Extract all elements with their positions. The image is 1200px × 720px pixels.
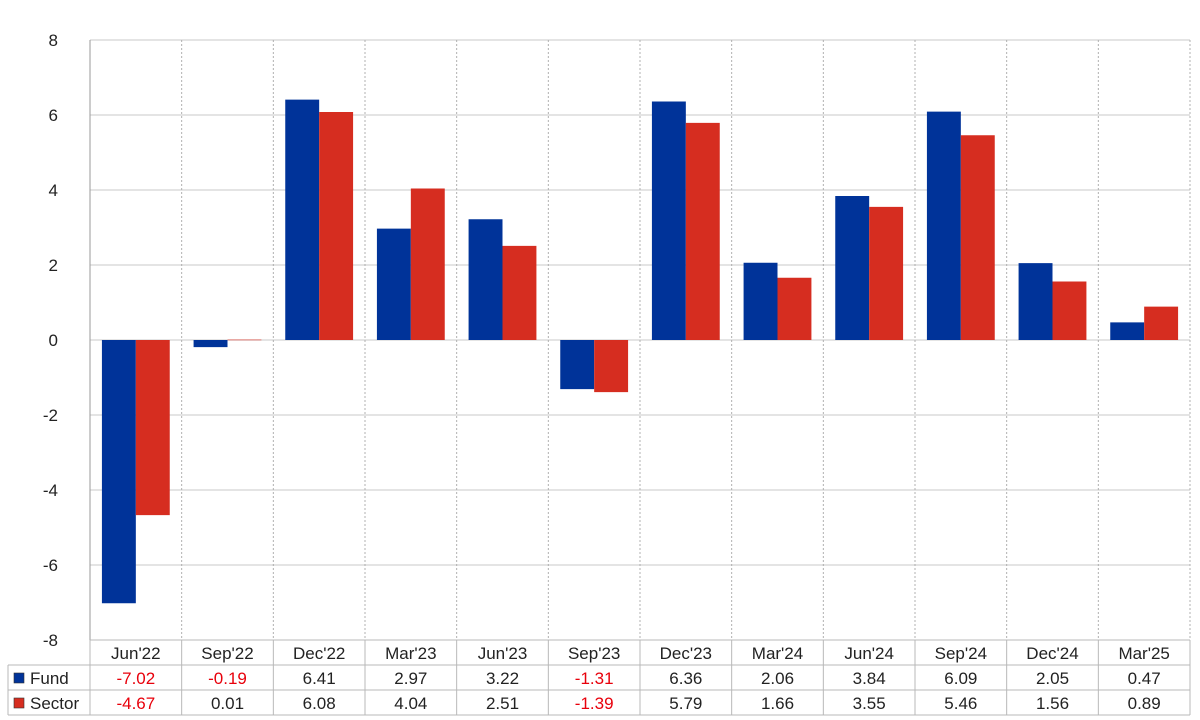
bar-sector xyxy=(960,135,995,340)
legend-label-fund: Fund xyxy=(30,669,69,688)
data-label: 3.84 xyxy=(853,669,886,688)
bar-sector xyxy=(502,245,537,340)
bar-fund xyxy=(1110,322,1145,340)
bar-sector xyxy=(685,122,720,340)
category-label: Mar'24 xyxy=(752,644,803,663)
category-label: Jun'23 xyxy=(478,644,528,663)
y-tick-label: 4 xyxy=(49,181,58,200)
bar-sector xyxy=(1144,306,1179,340)
bar-fund xyxy=(101,340,136,604)
data-label: 1.66 xyxy=(761,694,794,713)
data-label: 3.55 xyxy=(853,694,886,713)
data-label: 1.56 xyxy=(1036,694,1069,713)
bar-fund xyxy=(193,340,228,348)
data-label: 6.09 xyxy=(944,669,977,688)
legend-swatch-fund xyxy=(13,672,25,684)
bar-fund xyxy=(285,99,320,340)
data-label: 2.06 xyxy=(761,669,794,688)
data-table: Jun'22 Sep'22 Dec'22 Mar'23 Jun'23 Sep'23 Dec'… xyxy=(7,639,1191,716)
bar-sector xyxy=(1052,281,1087,340)
bar-fund xyxy=(560,340,595,390)
data-label: 5.79 xyxy=(669,694,702,713)
bar-sector xyxy=(777,277,812,340)
data-label: 6.08 xyxy=(303,694,336,713)
y-tick-label: -6 xyxy=(43,556,58,575)
bar-fund xyxy=(468,219,503,340)
data-label: 2.05 xyxy=(1036,669,1069,688)
gridlines xyxy=(89,39,1191,641)
data-label: 5.46 xyxy=(944,694,977,713)
bar-fund xyxy=(835,196,870,340)
data-label: -0.19 xyxy=(208,669,247,688)
data-label: -1.31 xyxy=(575,669,614,688)
y-tick-label: -2 xyxy=(43,406,58,425)
category-label: Mar'23 xyxy=(385,644,436,663)
data-label: -1.39 xyxy=(575,694,614,713)
category-label: Jun'24 xyxy=(844,644,894,663)
bar-fund xyxy=(376,228,411,340)
data-label: 6.36 xyxy=(669,669,702,688)
bars xyxy=(101,99,1179,604)
bar-fund xyxy=(743,262,778,340)
bar-sector xyxy=(319,112,354,340)
y-axis: 8 6 4 2 0 -2 -4 -6 -8 xyxy=(43,31,91,650)
category-label: Dec'22 xyxy=(293,644,345,663)
category-label: Dec'24 xyxy=(1026,644,1078,663)
bar-sector xyxy=(135,340,170,516)
y-tick-label: -4 xyxy=(43,481,58,500)
category-label: Mar'25 xyxy=(1118,644,1169,663)
data-label: 4.04 xyxy=(394,694,427,713)
category-label: Sep'22 xyxy=(201,644,253,663)
y-tick-label: 0 xyxy=(49,331,58,350)
legend-swatch-sector xyxy=(13,697,25,709)
legend-label-sector: Sector xyxy=(30,694,79,713)
data-label: 0.01 xyxy=(211,694,244,713)
data-label: 2.97 xyxy=(394,669,427,688)
y-tick-label: 8 xyxy=(49,31,58,50)
bar-fund xyxy=(926,111,961,340)
data-label: 0.89 xyxy=(1128,694,1161,713)
data-label: 0.47 xyxy=(1128,669,1161,688)
data-label: -7.02 xyxy=(116,669,155,688)
category-label: Jun'22 xyxy=(111,644,161,663)
bar-sector xyxy=(227,339,262,341)
y-tick-label: 6 xyxy=(49,106,58,125)
bar-sector xyxy=(410,188,445,340)
data-label: 3.22 xyxy=(486,669,519,688)
category-label: Sep'23 xyxy=(568,644,620,663)
bar-sector xyxy=(594,340,629,393)
y-tick-label: 2 xyxy=(49,256,58,275)
category-label: Sep'24 xyxy=(935,644,987,663)
y-tick-label: -8 xyxy=(43,631,58,650)
bar-sector xyxy=(869,206,904,340)
bar-fund xyxy=(651,101,686,340)
bar-fund xyxy=(1018,263,1053,340)
category-label: Dec'23 xyxy=(660,644,712,663)
data-label: -4.67 xyxy=(116,694,155,713)
data-label: 2.51 xyxy=(486,694,519,713)
data-label: 6.41 xyxy=(303,669,336,688)
